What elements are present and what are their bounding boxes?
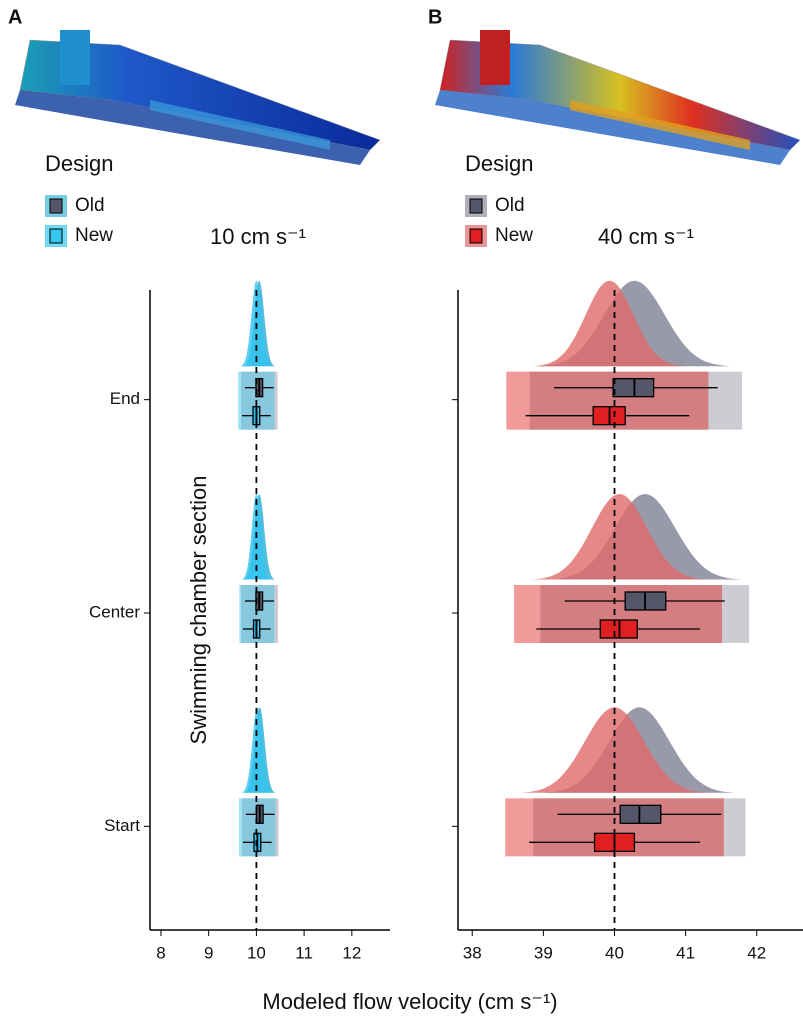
panel-label: B xyxy=(428,6,442,28)
x-tick-label: 10 xyxy=(247,943,266,962)
legend-label: Old xyxy=(495,195,525,216)
x-tick-label: 38 xyxy=(463,943,482,962)
y-axis-label: Swimming chamber section xyxy=(186,476,211,745)
box xyxy=(613,379,654,397)
x-tick-label: 39 xyxy=(534,943,553,962)
legend-title: Design xyxy=(45,151,113,176)
legend-label: New xyxy=(495,225,533,246)
legend-swatch xyxy=(50,229,62,243)
x-axis-label: Modeled flow velocity (cm s⁻¹) xyxy=(262,989,557,1014)
legend-swatch xyxy=(470,199,482,213)
render-b xyxy=(435,30,800,165)
y-tick-label: Center xyxy=(89,602,140,621)
render-a xyxy=(15,30,380,165)
speed-annotation: 40 cm s⁻¹ xyxy=(598,224,694,249)
x-tick-label: 12 xyxy=(342,943,361,962)
legend-swatch xyxy=(50,199,62,213)
y-tick-label: End xyxy=(110,389,140,408)
x-tick-label: 41 xyxy=(676,943,695,962)
legend-title: Design xyxy=(465,151,533,176)
figure: A B Swimming chamber section Modeled flo… xyxy=(0,0,803,1026)
y-tick-label: Start xyxy=(104,816,140,835)
x-tick-label: 9 xyxy=(204,943,213,962)
x-tick-label: 42 xyxy=(747,943,766,962)
legend-label: Old xyxy=(75,195,105,216)
x-tick-label: 11 xyxy=(295,943,313,962)
legend-label: New xyxy=(75,225,113,246)
box xyxy=(620,805,661,823)
speed-annotation: 10 cm s⁻¹ xyxy=(210,224,306,249)
x-tick-label: 40 xyxy=(605,943,624,962)
panel-label: A xyxy=(8,6,22,28)
legend-swatch xyxy=(470,229,482,243)
x-tick-label: 8 xyxy=(156,943,165,962)
